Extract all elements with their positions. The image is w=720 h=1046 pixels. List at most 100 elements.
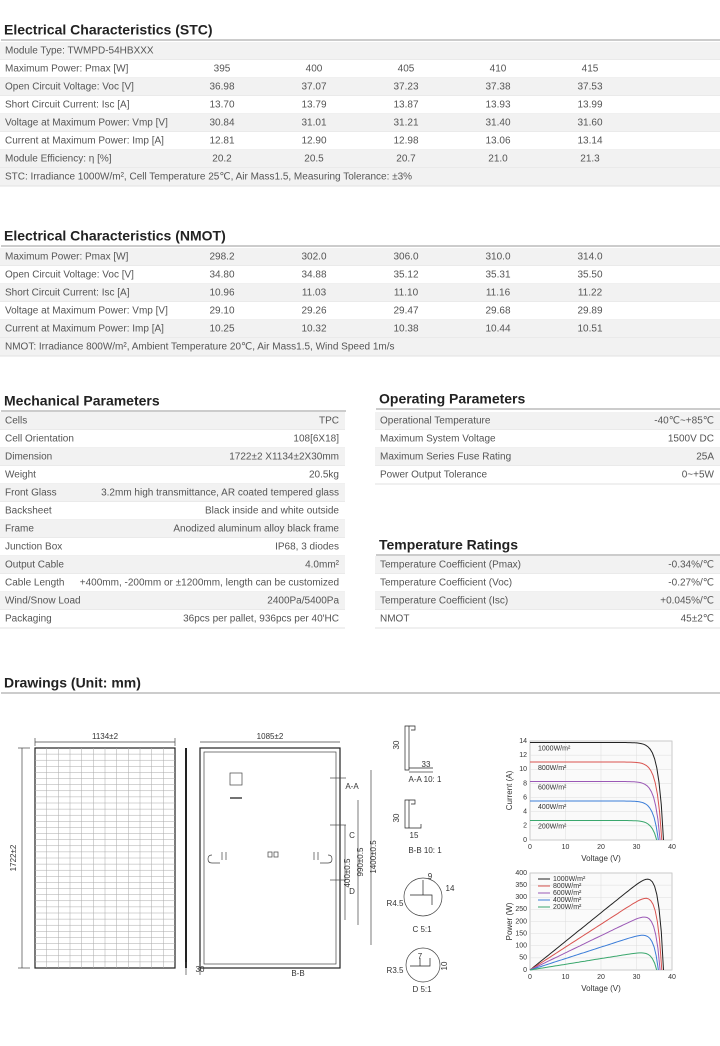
param-label: Cells bbox=[5, 416, 27, 427]
cell-value: 30.84 bbox=[209, 118, 234, 129]
row-band bbox=[0, 338, 720, 356]
legend-label: 400W/m² bbox=[553, 897, 582, 904]
row-band bbox=[375, 430, 720, 448]
cell-value: 31.40 bbox=[485, 118, 510, 129]
dimension-label: C 5:1 bbox=[412, 925, 432, 934]
param-value: +0.045%/℃ bbox=[660, 596, 714, 607]
dimension-label: B-B bbox=[291, 969, 304, 978]
param-label: Temperature Coefficient (Voc) bbox=[380, 578, 512, 589]
cell-value: 410 bbox=[490, 64, 507, 75]
dimension-label: 30 bbox=[196, 965, 205, 974]
y-tick-label: 350 bbox=[515, 882, 527, 889]
y-tick-label: 2 bbox=[523, 823, 527, 830]
param-value: 2400Pa/5400Pa bbox=[267, 596, 339, 607]
dimension-label: 9 bbox=[428, 872, 433, 881]
cell-value: 37.53 bbox=[577, 82, 602, 93]
curve bbox=[530, 742, 664, 841]
cell-value: 310.0 bbox=[485, 252, 510, 263]
legend-label: 1000W/m² bbox=[553, 876, 586, 883]
curve bbox=[529, 952, 658, 971]
param-label: Junction Box bbox=[5, 542, 62, 553]
dimension-label: C bbox=[349, 831, 355, 840]
cell-value: 10.32 bbox=[301, 324, 326, 335]
legend-label: 400W/m² bbox=[538, 804, 567, 811]
dimension-label: D bbox=[349, 887, 355, 896]
y-tick-label: 8 bbox=[523, 780, 527, 787]
row-band bbox=[0, 448, 345, 466]
param-label: Packaging bbox=[5, 614, 52, 625]
param-value: TPC bbox=[319, 416, 339, 427]
row-label: Voltage at Maximum Power: Vmp [V] bbox=[5, 306, 168, 317]
y-tick-label: 0 bbox=[523, 837, 527, 844]
cell-value: 13.87 bbox=[393, 100, 418, 111]
row-band bbox=[375, 592, 720, 610]
cell-value: 35.12 bbox=[393, 270, 418, 281]
section-title: Electrical Characteristics (NMOT) bbox=[4, 228, 226, 244]
y-tick-label: 400 bbox=[515, 870, 527, 877]
row-band bbox=[0, 302, 720, 320]
param-label: NMOT bbox=[380, 614, 409, 625]
curve bbox=[530, 781, 661, 841]
dimension-label: 30 bbox=[392, 813, 401, 822]
x-axis-label: Voltage (V) bbox=[581, 984, 621, 993]
dimension-label: 14 bbox=[446, 884, 455, 893]
y-tick-label: 10 bbox=[519, 766, 527, 773]
cell-value: 31.01 bbox=[301, 118, 326, 129]
cell-value: 29.68 bbox=[485, 306, 510, 317]
cell-value: 29.47 bbox=[393, 306, 418, 317]
cell-value: 415 bbox=[582, 64, 599, 75]
row-band bbox=[0, 502, 345, 520]
row-band bbox=[0, 574, 345, 592]
param-label: Operational Temperature bbox=[380, 416, 491, 427]
y-axis-label: Power (W) bbox=[505, 902, 514, 940]
x-tick-label: 10 bbox=[562, 974, 570, 981]
x-tick-label: 40 bbox=[668, 974, 676, 981]
dimension-label: R3.5 bbox=[387, 966, 404, 975]
row-label: Voltage at Maximum Power: Vmp [V] bbox=[5, 118, 168, 129]
row-label: Module Efficiency: η [%] bbox=[5, 154, 112, 165]
param-value: 108[6X18] bbox=[293, 434, 339, 445]
cell-value: 12.81 bbox=[209, 136, 234, 147]
cell-value: 31.21 bbox=[393, 118, 418, 129]
cell-value: 37.07 bbox=[301, 82, 326, 93]
cell-value: 13.93 bbox=[485, 100, 510, 111]
param-label: Power Output Tolerance bbox=[380, 470, 488, 481]
param-value: 3.2mm high transmittance, AR coated temp… bbox=[101, 488, 339, 499]
table-note: NMOT: Irradiance 800W/m², Ambient Temper… bbox=[5, 342, 395, 353]
curve bbox=[530, 761, 663, 841]
dimension-label: 7 bbox=[418, 952, 423, 961]
section-title: Operating Parameters bbox=[379, 391, 525, 407]
cell-value: 20.7 bbox=[396, 154, 416, 165]
param-value: 45±2℃ bbox=[681, 614, 714, 625]
param-label: Dimension bbox=[5, 452, 52, 463]
row-band bbox=[375, 448, 720, 466]
param-value: 1722±2 X1134±2X30mm bbox=[229, 452, 339, 463]
row-band bbox=[0, 132, 720, 150]
x-tick-label: 0 bbox=[528, 974, 532, 981]
y-tick-label: 0 bbox=[523, 967, 527, 974]
param-label: Cell Orientation bbox=[5, 434, 74, 445]
cell-value: 31.60 bbox=[577, 118, 602, 129]
dimension-label: 1400±0.5 bbox=[369, 840, 378, 874]
y-tick-label: 150 bbox=[515, 930, 527, 937]
cell-value: 11.22 bbox=[578, 288, 603, 299]
param-label: Cable Length bbox=[5, 578, 65, 589]
param-value: Black inside and white outside bbox=[205, 506, 339, 517]
dimension-label: 30 bbox=[392, 740, 401, 749]
cell-value: 13.79 bbox=[301, 100, 326, 111]
dimension-label: 1722±2 bbox=[9, 844, 18, 871]
param-value: -0.34%/℃ bbox=[668, 560, 714, 571]
y-tick-label: 6 bbox=[523, 794, 527, 801]
y-tick-label: 200 bbox=[515, 918, 527, 925]
param-value: IP68, 3 diodes bbox=[275, 542, 339, 553]
x-axis-label: Voltage (V) bbox=[581, 854, 621, 863]
cell-value: 11.16 bbox=[486, 288, 511, 299]
cell-value: 11.10 bbox=[394, 288, 419, 299]
cell-value: 29.26 bbox=[301, 306, 326, 317]
technical-drawing bbox=[18, 725, 443, 983]
row-band bbox=[0, 610, 345, 628]
legend-label: 800W/m² bbox=[538, 765, 567, 772]
cell-value: 35.50 bbox=[577, 270, 602, 281]
row-band bbox=[0, 78, 720, 96]
